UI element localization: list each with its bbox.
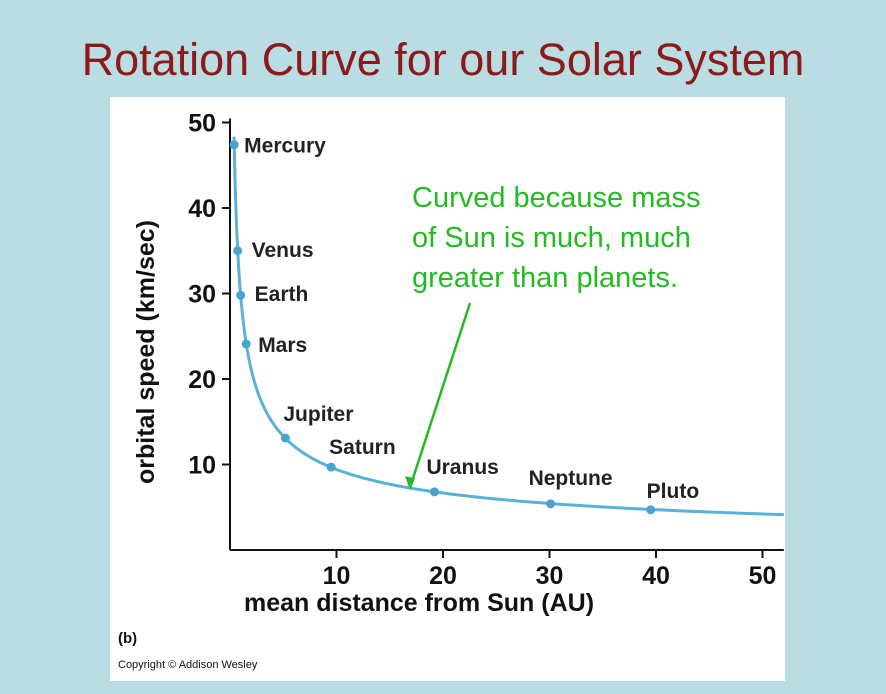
axis-ticks: 10 20 30 40 50 10 20 30 40 50: [188, 110, 776, 591]
planet-point: [429, 487, 439, 497]
planet-point: [229, 140, 239, 150]
annotation-arrow-head: [405, 476, 416, 491]
x-tick-label: 20: [429, 562, 457, 590]
x-tick-label: 40: [642, 562, 670, 590]
planet-label: Pluto: [647, 480, 700, 503]
planet-point: [241, 339, 251, 349]
planet-label: Neptune: [529, 467, 613, 490]
chart-panel: 10 20 30 40 50 10 20 30 40 50 Mercury Venus Earth Ma…: [110, 97, 785, 681]
copyright-notice: Copyright © Addison Wesley: [118, 659, 258, 671]
y-tick-label: 10: [188, 452, 216, 480]
planet-point: [646, 505, 656, 515]
rotation-curve-line: [232, 136, 784, 517]
x-tick-label: 50: [749, 562, 777, 590]
planet-label: Uranus: [426, 456, 498, 479]
annotation: Curved because mass of Sun is much, much g…: [405, 182, 701, 491]
planet-point: [280, 433, 290, 443]
planet-points: Mercury Venus Earth Mars Jupiter Saturn Uranus…: [229, 135, 700, 515]
planet-label: Saturn: [329, 436, 396, 459]
panel-label: (b): [118, 630, 137, 647]
planet-point: [546, 499, 556, 509]
annotation-text-line: of Sun is much, much: [412, 222, 691, 254]
axes: [229, 118, 784, 551]
planet-label: Mercury: [244, 135, 326, 158]
slide-title: Rotation Curve for our Solar System: [81, 34, 805, 85]
planet-point: [326, 462, 336, 472]
x-axis-title: mean distance from Sun (AU): [244, 589, 594, 617]
planet-label: Mars: [258, 334, 307, 357]
planet-label: Earth: [255, 283, 309, 306]
annotation-text-line: Curved because mass: [412, 182, 701, 214]
y-axis-title: orbital speed (km/sec): [132, 220, 160, 484]
planet-point: [233, 246, 243, 256]
y-tick-label: 40: [188, 195, 216, 223]
planet-point: [236, 290, 246, 300]
y-tick-label: 30: [188, 281, 216, 309]
planet-label: Venus: [252, 239, 314, 262]
x-tick-label: 30: [536, 562, 564, 590]
rotation-curve-chart: 10 20 30 40 50 10 20 30 40 50 Mercury Venus Earth Ma…: [118, 110, 784, 671]
x-tick-label: 10: [323, 562, 351, 590]
y-tick-label: 20: [188, 366, 216, 394]
annotation-text-line: greater than planets.: [412, 262, 678, 294]
y-tick-label: 50: [188, 110, 216, 138]
annotation-arrow-line: [409, 302, 472, 485]
planet-label: Jupiter: [283, 403, 353, 426]
